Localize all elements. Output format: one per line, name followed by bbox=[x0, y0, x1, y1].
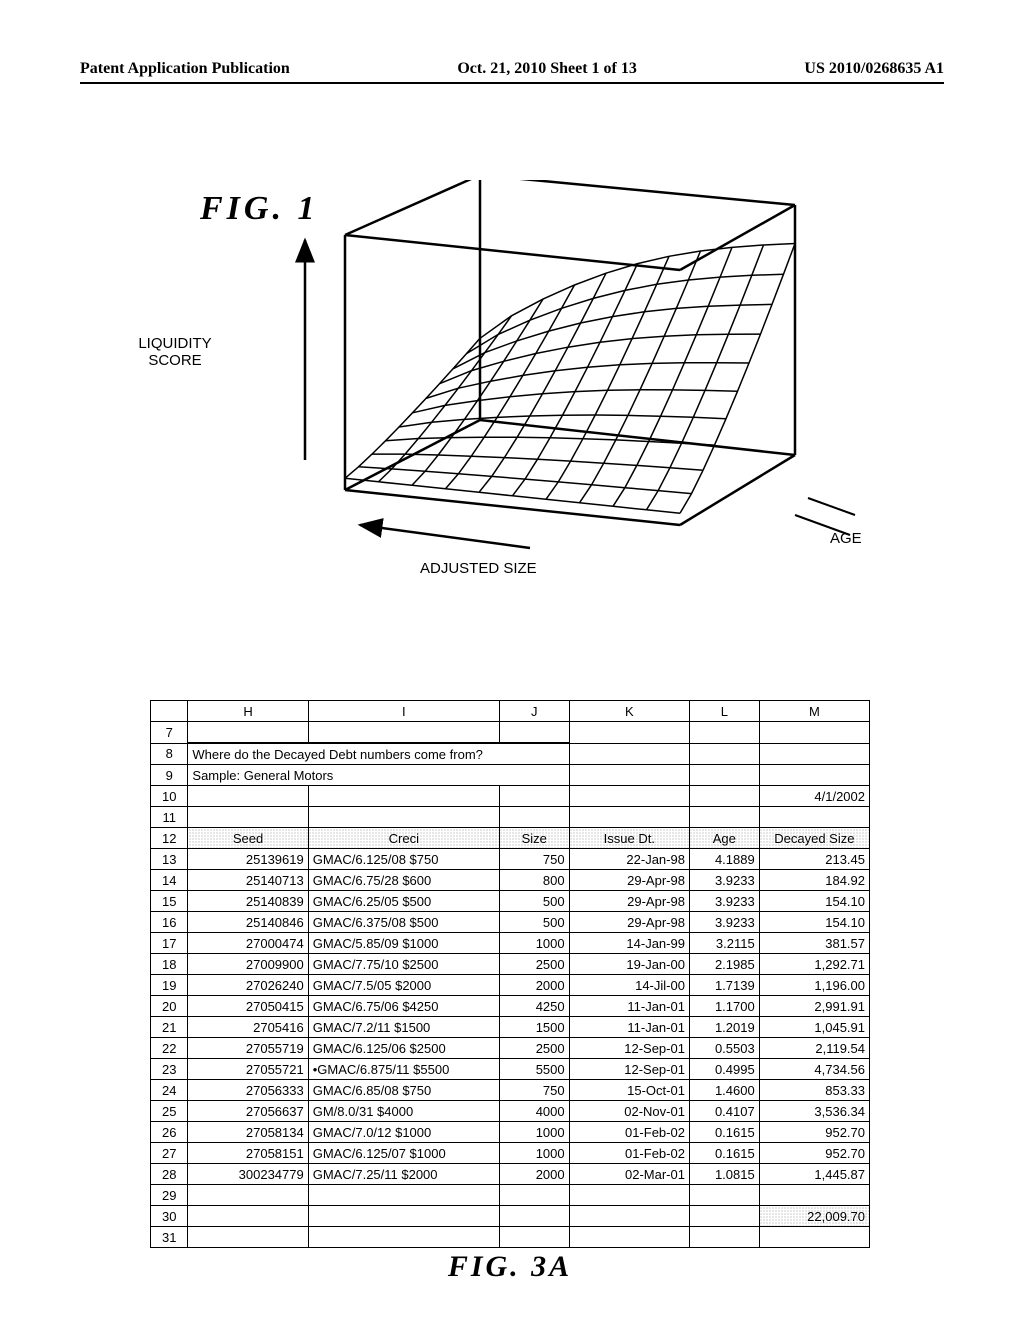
sheet-body: 78Where do the Decayed Debt numbers come… bbox=[151, 722, 870, 1248]
col-header-L: L bbox=[689, 701, 759, 722]
table-row: 8Where do the Decayed Debt numbers come … bbox=[151, 743, 870, 765]
table-row: 29 bbox=[151, 1185, 870, 1206]
table-row: 2327055721•GMAC/6.875/11 $5500550012-Sep… bbox=[151, 1059, 870, 1080]
col-header-M: M bbox=[759, 701, 869, 722]
header-size: Size bbox=[499, 828, 569, 849]
table-row: 2227055719GMAC/6.125/06 $2500250012-Sep-… bbox=[151, 1038, 870, 1059]
table-row: 11 bbox=[151, 807, 870, 828]
age-indicator-line bbox=[795, 515, 850, 535]
table-row: 28300234779GMAC/7.25/11 $2000200002-Mar-… bbox=[151, 1164, 870, 1185]
figure-1-ylabel: LIQUIDITY SCORE bbox=[120, 335, 230, 370]
table-row: 9Sample: General Motors bbox=[151, 765, 870, 786]
table-row: 1927026240GMAC/7.5/05 $2000200014-Jil-00… bbox=[151, 975, 870, 996]
col-header-I: I bbox=[308, 701, 499, 722]
header-seed: Seed bbox=[188, 828, 308, 849]
ylabel-line2: SCORE bbox=[148, 352, 201, 369]
col-header-K: K bbox=[569, 701, 689, 722]
header-age: Age bbox=[689, 828, 759, 849]
page-header: Patent Application Publication Oct. 21, … bbox=[80, 60, 944, 84]
table-row: 104/1/2002 bbox=[151, 786, 870, 807]
col-header-J: J bbox=[499, 701, 569, 722]
spreadsheet-table: H I J K L M 78Where do the Decayed Debt … bbox=[150, 700, 870, 1248]
figure-1-surface bbox=[250, 180, 880, 580]
figure-1: FIG. 1 LIQUIDITY SCORE ADJUSTED SIZE AGE bbox=[130, 180, 900, 580]
table-row: 7 bbox=[151, 722, 870, 744]
col-header-H: H bbox=[188, 701, 308, 722]
table-row: 31 bbox=[151, 1227, 870, 1248]
table-row: 212705416GMAC/7.2/11 $1500150011-Jan-011… bbox=[151, 1017, 870, 1038]
age-indicator-line-2 bbox=[808, 498, 855, 515]
header-creci: Creci bbox=[308, 828, 499, 849]
header-center: Oct. 21, 2010 Sheet 1 of 13 bbox=[457, 60, 637, 78]
axes-box bbox=[345, 180, 795, 525]
table-row: 1525140839GMAC/6.25/05 $50050029-Apr-983… bbox=[151, 891, 870, 912]
x-axis-arrow bbox=[360, 525, 530, 548]
table-row: 2427056333GMAC/6.85/08 $75075015-Oct-011… bbox=[151, 1080, 870, 1101]
table-row: 1727000474GMAC/5.85/09 $1000100014-Jan-9… bbox=[151, 933, 870, 954]
header-left: Patent Application Publication bbox=[80, 60, 290, 78]
figure-3a-label: FIG. 3A bbox=[448, 1250, 572, 1284]
table-row: 2727058151GMAC/6.125/07 $1000100001-Feb-… bbox=[151, 1143, 870, 1164]
header-decayed_size: Decayed Size bbox=[759, 828, 869, 849]
figure-3a: H I J K L M 78Where do the Decayed Debt … bbox=[150, 700, 870, 1248]
table-row: 2027050415GMAC/6.75/06 $4250425011-Jan-0… bbox=[151, 996, 870, 1017]
table-row: 1425140713GMAC/6.75/28 $60080029-Apr-983… bbox=[151, 870, 870, 891]
table-row: 1325139619GMAC/6.125/08 $75075022-Jan-98… bbox=[151, 849, 870, 870]
table-row: 1827009900GMAC/7.75/10 $2500250019-Jan-0… bbox=[151, 954, 870, 975]
table-row: 3022,009.70 bbox=[151, 1206, 870, 1227]
header-right: US 2010/0268635 A1 bbox=[804, 60, 944, 78]
table-row: 2527056637GM/8.0/31 $4000400002-Nov-010.… bbox=[151, 1101, 870, 1122]
surface-mesh bbox=[345, 244, 795, 514]
ylabel-line1: LIQUIDITY bbox=[138, 335, 211, 352]
table-row: 1625140846GMAC/6.375/08 $50050029-Apr-98… bbox=[151, 912, 870, 933]
table-row: 2627058134GMAC/7.0/12 $1000100001-Feb-02… bbox=[151, 1122, 870, 1143]
header-issue_dt: Issue Dt. bbox=[569, 828, 689, 849]
column-letters-row: H I J K L M bbox=[151, 701, 870, 722]
table-row: 12SeedCreciSizeIssue Dt.AgeDecayed Size bbox=[151, 828, 870, 849]
